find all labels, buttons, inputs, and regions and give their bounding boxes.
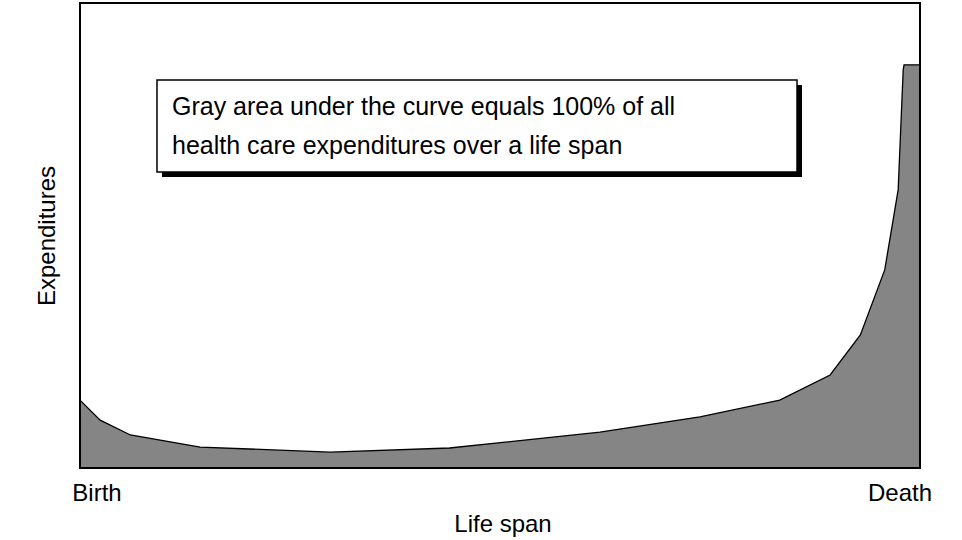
x-axis-label: Life span — [454, 510, 551, 537]
annotation-box — [157, 80, 797, 172]
curve — [80, 65, 920, 452]
x-tick-label: Birth — [72, 479, 121, 506]
plot-area — [80, 65, 920, 468]
plot-frame — [80, 3, 920, 468]
annotation: Gray area under the curve equals 100% of… — [172, 92, 675, 120]
annotation: health care expenditures over a life spa… — [172, 131, 622, 159]
y-axis-label: Expenditures — [33, 166, 60, 306]
chart: Birth Death Life span Expenditures Gray area… — [0, 0, 962, 540]
x-tick-label: Death — [868, 479, 932, 506]
area — [80, 65, 920, 468]
